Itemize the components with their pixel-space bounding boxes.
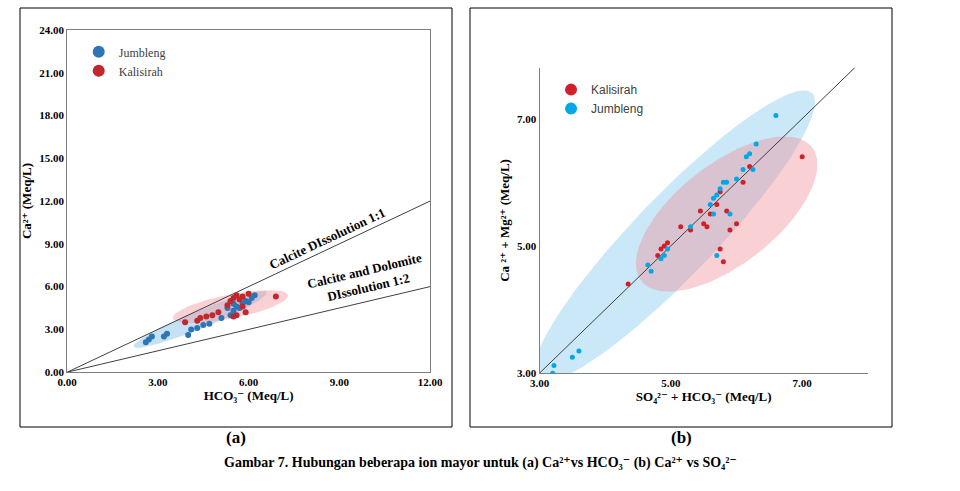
svg-text:6.00: 6.00	[45, 280, 65, 292]
svg-text:21.00: 21.00	[39, 67, 64, 79]
svg-text:0.00: 0.00	[45, 366, 65, 378]
svg-text:Ca ²⁺ + Mg²⁺ (Meq/L): Ca ²⁺ + Mg²⁺ (Meq/L)	[497, 159, 512, 282]
svg-text:(b): (b)	[671, 428, 692, 447]
svg-text:SO₄²⁻ + HCO₃⁻ (Meq/L): SO₄²⁻ + HCO₃⁻ (Meq/L)	[636, 389, 772, 404]
svg-text:3.00: 3.00	[45, 323, 65, 335]
svg-text:HCO₃⁻ (Meq/L): HCO₃⁻ (Meq/L)	[204, 388, 294, 403]
svg-text:12.00: 12.00	[39, 195, 64, 207]
svg-text:12.00: 12.00	[418, 376, 443, 388]
svg-text:Ca²⁺ (Meq/L): Ca²⁺ (Meq/L)	[19, 163, 34, 239]
svg-text:Kalisirah: Kalisirah	[591, 83, 637, 97]
svg-text:Kalisirah: Kalisirah	[119, 64, 163, 78]
svg-text:Calcite and DolomiteDIssolutio: Calcite and DolomiteDIssolution 1:2	[306, 250, 427, 308]
svg-text:0.00: 0.00	[58, 376, 78, 388]
svg-text:9.00: 9.00	[330, 376, 350, 388]
svg-text:Jumbleng: Jumbleng	[119, 45, 166, 59]
svg-text:3.00: 3.00	[148, 376, 168, 388]
svg-text:5.00: 5.00	[517, 240, 537, 252]
svg-text:5.00: 5.00	[661, 377, 681, 389]
svg-text:3.00: 3.00	[517, 367, 537, 379]
svg-text:7.00: 7.00	[517, 113, 537, 125]
svg-text:24.00: 24.00	[39, 24, 64, 36]
svg-text:(a): (a)	[226, 428, 246, 447]
svg-text:Gambar 7. Hubungan beberapa io: Gambar 7. Hubungan beberapa ion mayor un…	[224, 455, 737, 471]
svg-text:Jumbleng: Jumbleng	[591, 102, 643, 116]
svg-text:7.00: 7.00	[793, 377, 813, 389]
svg-text:3.00: 3.00	[530, 377, 550, 389]
svg-text:Calcite DIssolution 1:1: Calcite DIssolution 1:1	[267, 205, 388, 272]
svg-text:15.00: 15.00	[39, 152, 64, 164]
svg-text:6.00: 6.00	[239, 376, 259, 388]
svg-text:18.00: 18.00	[39, 109, 64, 121]
svg-text:9.00: 9.00	[45, 238, 65, 250]
